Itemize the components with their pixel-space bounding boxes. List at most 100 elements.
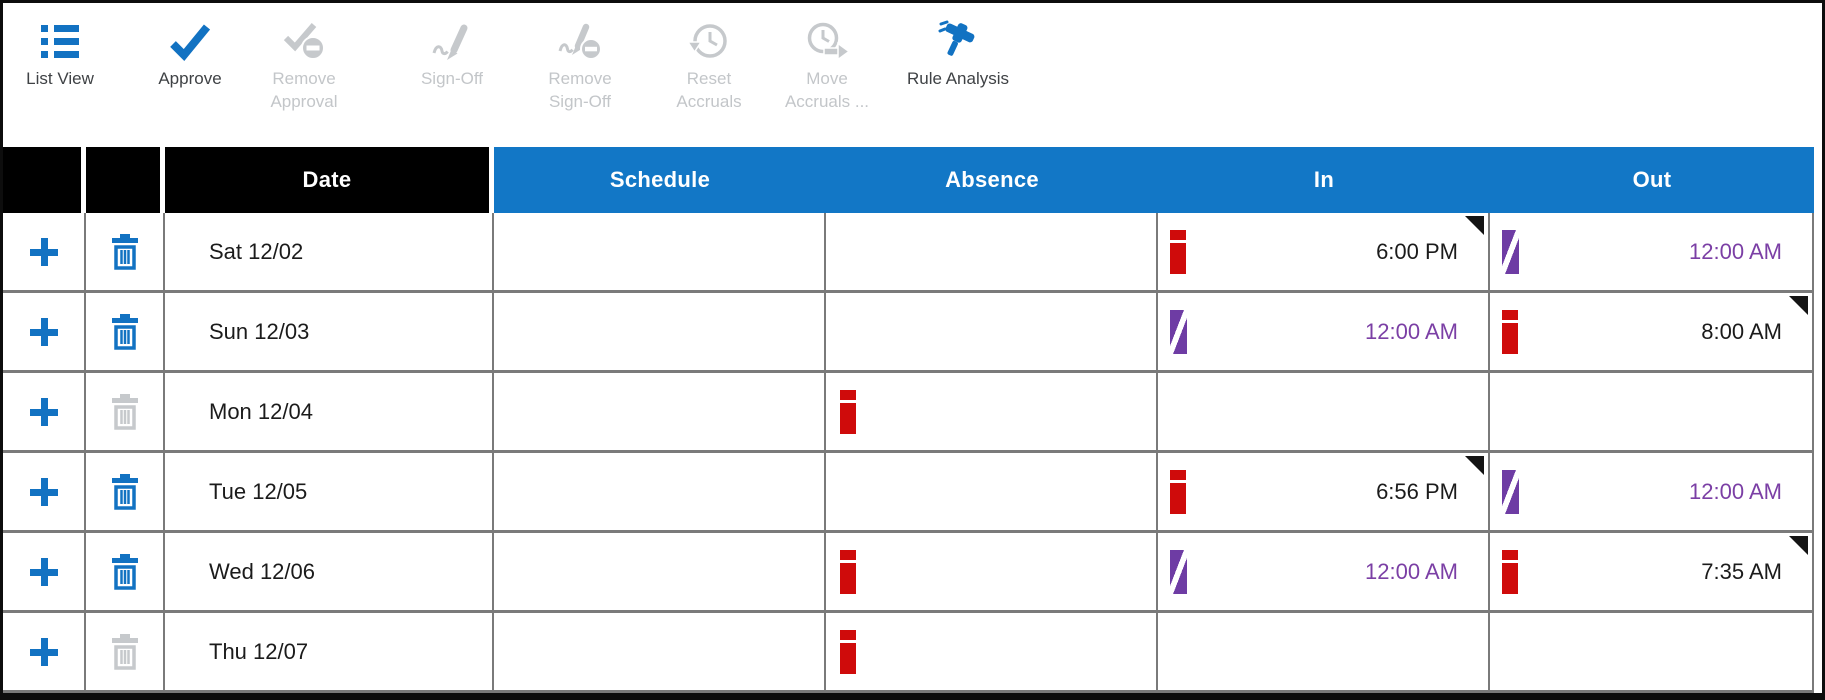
trash-icon bbox=[111, 233, 138, 270]
add-row-cell bbox=[3, 453, 86, 533]
delete-row-button bbox=[86, 373, 163, 450]
rule-analysis-label: Rule Analysis bbox=[906, 69, 1010, 88]
phantom-punch-icon bbox=[1170, 549, 1187, 594]
remove-sign-off-icon bbox=[558, 17, 602, 65]
in-punch-time: 6:56 PM bbox=[1376, 478, 1458, 504]
absence-cell[interactable] bbox=[826, 613, 1158, 693]
out-punch-cell[interactable] bbox=[1490, 613, 1814, 693]
sign-off-label: Sign-Off bbox=[420, 69, 484, 88]
timecard-row: Sun 12/03 12:00 AM 8:00 AM bbox=[3, 293, 1814, 373]
exception-icon bbox=[1502, 309, 1518, 354]
out-punch-cell[interactable]: 8:00 AM bbox=[1490, 293, 1814, 373]
exception-icon bbox=[840, 389, 856, 434]
plus-icon bbox=[29, 477, 58, 506]
add-row-button[interactable] bbox=[3, 533, 84, 610]
list-view-label: List View bbox=[26, 69, 94, 88]
out-punch-cell[interactable]: 12:00 AM bbox=[1490, 213, 1814, 293]
out-punch-cell[interactable]: 12:00 AM bbox=[1490, 453, 1814, 533]
column-header-date: Date bbox=[165, 147, 494, 213]
add-row-button[interactable] bbox=[3, 453, 84, 530]
trash-icon bbox=[111, 473, 138, 510]
schedule-cell[interactable] bbox=[494, 533, 826, 613]
out-punch-time: 12:00 AM bbox=[1689, 238, 1782, 264]
date-label: Wed 12/06 bbox=[209, 558, 316, 584]
add-row-cell bbox=[3, 293, 86, 373]
delete-row-button[interactable] bbox=[86, 533, 163, 610]
delete-row-cell bbox=[86, 293, 165, 373]
out-punch-cell[interactable]: 7:35 AM bbox=[1490, 533, 1814, 613]
table-header-row: Date Schedule Absence In Out bbox=[3, 147, 1814, 213]
trash-icon bbox=[111, 313, 138, 350]
approve-button[interactable]: Approve bbox=[128, 17, 252, 90]
absence-cell[interactable] bbox=[826, 373, 1158, 453]
column-header-absence: Absence bbox=[826, 147, 1158, 213]
out-punch-time: 8:00 AM bbox=[1701, 318, 1782, 344]
date-label: Sun 12/03 bbox=[209, 318, 310, 344]
delete-row-button[interactable] bbox=[86, 453, 163, 530]
move-accruals-button: Move Accruals ... bbox=[765, 17, 889, 113]
remove-sign-off-button: Remove Sign-Off bbox=[518, 17, 642, 113]
absence-cell[interactable] bbox=[826, 213, 1158, 293]
in-punch-cell[interactable]: 12:00 AM bbox=[1158, 533, 1490, 613]
plus-icon bbox=[29, 637, 58, 666]
schedule-cell[interactable] bbox=[494, 293, 826, 373]
approve-label: Approve bbox=[158, 69, 222, 88]
schedule-cell[interactable] bbox=[494, 453, 826, 533]
trash-icon bbox=[111, 553, 138, 590]
reset-accruals-button: Reset Accruals bbox=[647, 17, 771, 113]
add-row-cell bbox=[3, 213, 86, 293]
timecard-row: Sat 12/02 6:00 PM 12:00 AM bbox=[3, 213, 1814, 293]
move-accruals-label: Move Accruals ... bbox=[784, 69, 870, 111]
toolbar: List View Approve Remove Approval bbox=[3, 3, 1822, 147]
column-header-delete bbox=[86, 147, 165, 213]
absence-cell[interactable] bbox=[826, 453, 1158, 533]
delete-row-cell bbox=[86, 453, 165, 533]
list-view-button[interactable]: List View bbox=[3, 17, 122, 90]
delete-row-cell bbox=[86, 213, 165, 293]
absence-cell[interactable] bbox=[826, 293, 1158, 373]
add-row-cell bbox=[3, 533, 86, 613]
add-row-button[interactable] bbox=[3, 213, 84, 290]
date-cell: Sun 12/03 bbox=[165, 293, 494, 373]
add-row-cell bbox=[3, 613, 86, 693]
rule-analysis-button[interactable]: Rule Analysis bbox=[896, 17, 1020, 90]
add-row-button[interactable] bbox=[3, 373, 84, 450]
absence-cell[interactable] bbox=[826, 533, 1158, 613]
column-header-schedule: Schedule bbox=[494, 147, 826, 213]
schedule-cell[interactable] bbox=[494, 213, 826, 293]
reset-accruals-icon bbox=[687, 17, 731, 65]
trash-icon bbox=[111, 393, 138, 430]
remove-approval-button: Remove Approval bbox=[242, 17, 366, 113]
timecard-row: Mon 12/04 bbox=[3, 373, 1814, 453]
phantom-punch-icon bbox=[1170, 309, 1187, 354]
out-punch-time: 12:00 AM bbox=[1689, 478, 1782, 504]
out-punch-cell[interactable] bbox=[1490, 373, 1814, 453]
in-punch-cell[interactable] bbox=[1158, 373, 1490, 453]
add-row-button[interactable] bbox=[3, 293, 84, 370]
in-punch-cell[interactable] bbox=[1158, 613, 1490, 693]
delete-row-cell bbox=[86, 373, 165, 453]
list-view-icon bbox=[38, 17, 82, 65]
delete-row-button[interactable] bbox=[86, 293, 163, 370]
sign-off-icon bbox=[430, 17, 474, 65]
delete-row-button[interactable] bbox=[86, 213, 163, 290]
exception-icon bbox=[1170, 229, 1186, 274]
schedule-cell[interactable] bbox=[494, 613, 826, 693]
delete-row-cell bbox=[86, 533, 165, 613]
in-punch-time: 12:00 AM bbox=[1365, 318, 1458, 344]
comment-marker-icon bbox=[1789, 536, 1808, 555]
in-punch-cell[interactable]: 6:56 PM bbox=[1158, 453, 1490, 533]
in-punch-cell[interactable]: 12:00 AM bbox=[1158, 293, 1490, 373]
date-label: Thu 12/07 bbox=[209, 638, 309, 664]
date-cell: Tue 12/05 bbox=[165, 453, 494, 533]
timecard-row: Wed 12/06 12:00 AM 7:35 AM bbox=[3, 533, 1814, 613]
phantom-punch-icon bbox=[1502, 469, 1519, 514]
approve-check-icon bbox=[168, 17, 212, 65]
timecard-row: Tue 12/05 6:56 PM 12:00 AM bbox=[3, 453, 1814, 533]
schedule-cell[interactable] bbox=[494, 373, 826, 453]
column-header-add bbox=[3, 147, 86, 213]
add-row-button[interactable] bbox=[3, 613, 84, 690]
rule-analysis-icon bbox=[936, 17, 980, 65]
in-punch-cell[interactable]: 6:00 PM bbox=[1158, 213, 1490, 293]
